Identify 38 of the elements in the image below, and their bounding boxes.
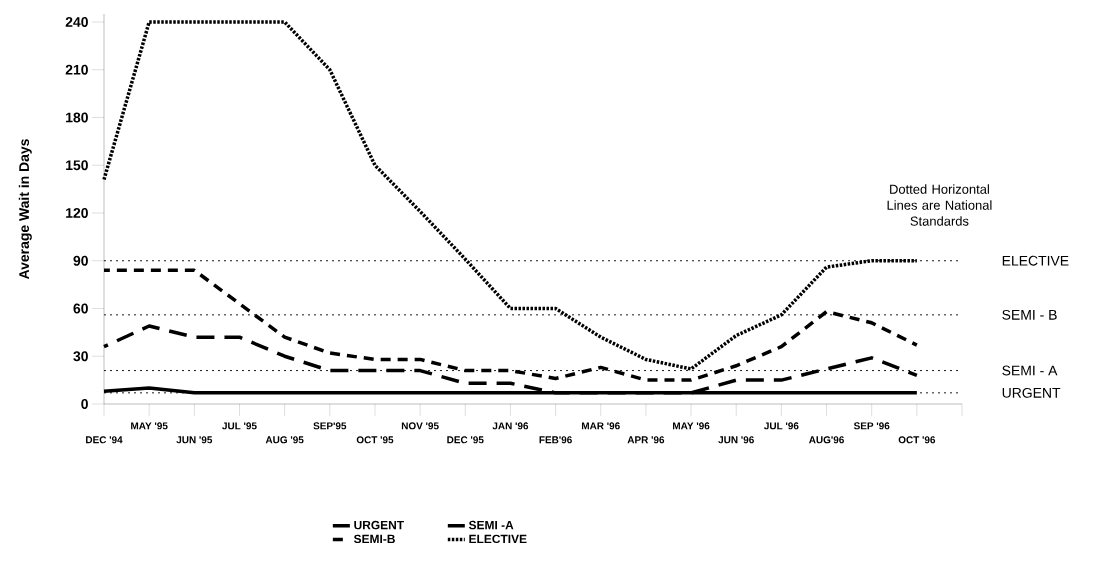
x-tick-label: JUN '96 <box>718 436 754 444</box>
x-tick-label: DEC '95 <box>447 436 484 444</box>
legend-label: SEMI-B <box>353 534 395 544</box>
x-tick-label: DEC '94 <box>86 436 123 444</box>
x-tick-label: AUG '95 <box>265 436 304 444</box>
ref-line-label: URGENT <box>1002 387 1061 398</box>
y-tick-label: 120 <box>66 208 88 218</box>
x-tick-label: JUL '96 <box>764 422 799 430</box>
x-tick-label: MAY '96 <box>673 422 710 430</box>
x-tick-label: JUN '95 <box>176 436 213 444</box>
y-axis-title: Average Wait in Days <box>18 139 32 280</box>
y-tick-label: 240 <box>65 17 88 27</box>
y-tick-label: 180 <box>66 112 88 123</box>
annotation: Dotted Horizontal Lines are National Standards <box>887 184 992 226</box>
x-tick-label: NOV '95 <box>401 422 439 430</box>
y-tick-label: 150 <box>66 160 88 171</box>
x-tick-label: OCT '95 <box>356 436 394 444</box>
ref-line-label: ELECTIVE <box>1002 255 1069 266</box>
x-tick-label: OCT '96 <box>898 436 936 444</box>
x-tick-label: MAY '95 <box>131 422 168 430</box>
x-tick-label: AUG'96 <box>808 436 844 444</box>
x-tick-label: FEB'96 <box>539 436 572 444</box>
legend-label: SEMI -A <box>468 520 514 530</box>
ref-line-label: SEMI - A <box>1002 365 1058 376</box>
x-tick-label: MAR '96 <box>581 422 620 430</box>
y-tick-label: 0 <box>81 399 88 409</box>
x-tick-label: JAN '96 <box>492 422 529 430</box>
legend-label: ELECTIVE <box>469 534 527 544</box>
y-tick-label: 210 <box>65 64 88 75</box>
y-tick-label: 30 <box>73 351 88 362</box>
x-tick-label: JUL '95 <box>222 422 257 430</box>
x-tick-label: SEP '96 <box>853 422 890 430</box>
ref-line-label: SEMI - B <box>1002 309 1057 320</box>
x-tick-label: SEP'95 <box>313 422 347 430</box>
y-tick-label: 60 <box>73 303 88 314</box>
y-tick-label: 90 <box>73 255 88 266</box>
legend-label: URGENT <box>354 520 404 530</box>
x-tick-label: APR '96 <box>627 436 665 444</box>
